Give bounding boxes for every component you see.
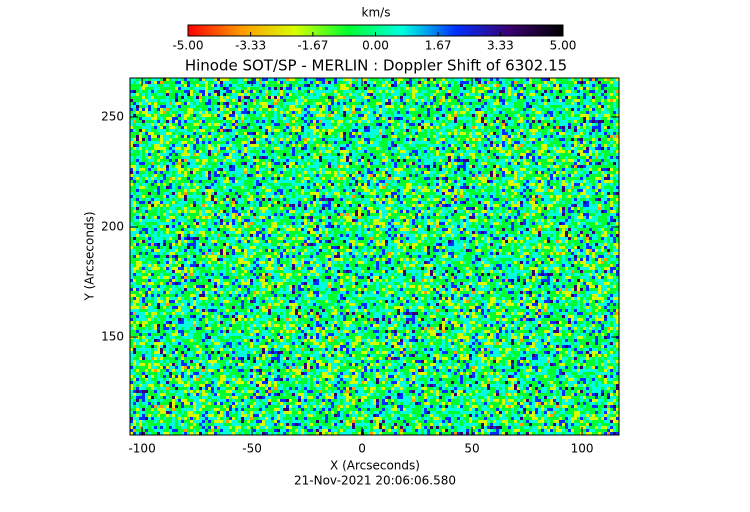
colorbar-tick-label: 1.67	[425, 39, 452, 53]
colorbar-tick-label: -3.33	[235, 39, 266, 53]
y-tick-label: 200	[101, 220, 124, 234]
y-tick-label: 250	[101, 109, 124, 123]
x-axis-label: X (Arcseconds)	[330, 459, 420, 473]
colorbar-tick-label: 0.00	[362, 39, 389, 53]
chart-title: Hinode SOT/SP - MERLIN : Doppler Shift o…	[185, 57, 567, 75]
image-pixels	[130, 78, 619, 435]
image-pixels	[130, 78, 619, 435]
x-tick-label: 100	[571, 442, 594, 456]
y-axis-label: Y (Arcseconds)	[83, 211, 97, 301]
colorbar-tick-label: 3.33	[487, 39, 514, 53]
x-tick-label: -50	[242, 442, 262, 456]
colorbar-tick-label: -1.67	[297, 39, 328, 53]
y-tick-label: 150	[101, 330, 124, 344]
timestamp: 21-Nov-2021 20:06:06.580	[294, 474, 456, 488]
colorbar-tick-label: 5.00	[550, 39, 577, 53]
x-tick-label: 0	[358, 442, 366, 456]
colorbar-label: km/s	[362, 6, 391, 20]
x-tick-label: 50	[464, 442, 479, 456]
image-pixels	[130, 78, 619, 435]
colorbar-tick-label: -5.00	[172, 39, 203, 53]
image-pixels	[130, 78, 619, 435]
plot-frame	[129, 77, 620, 436]
x-tick-label: -100	[128, 442, 155, 456]
